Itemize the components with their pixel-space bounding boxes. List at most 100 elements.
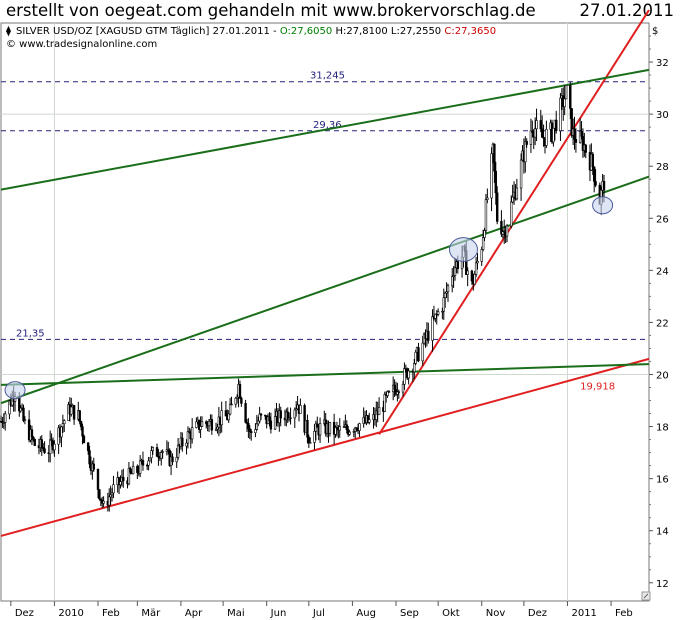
candle-body	[307, 436, 311, 444]
y-tick-label: 26	[656, 214, 669, 225]
candle-body	[122, 477, 125, 482]
candle-body	[279, 410, 282, 419]
candle-body	[175, 457, 178, 463]
x-tick-label: Jul	[312, 608, 325, 619]
candle-body	[559, 97, 562, 132]
candle-body	[268, 416, 271, 422]
x-tick-label: Apr	[185, 608, 203, 619]
candle-body	[160, 452, 163, 459]
resize-grip-icon[interactable]	[641, 591, 651, 601]
candle-body	[257, 420, 260, 425]
candle-body	[313, 430, 316, 443]
y-tick-label: 20	[656, 370, 669, 381]
candle-body	[131, 465, 135, 475]
y-tick-label: 16	[656, 475, 669, 486]
candle-body	[445, 291, 448, 294]
candle-body	[386, 391, 389, 396]
x-tick-label: Dez	[15, 608, 34, 619]
candle-body	[500, 221, 503, 235]
candle-body	[427, 330, 430, 341]
channel-trendline	[0, 68, 650, 191]
candle-body	[529, 130, 533, 145]
candle-body	[92, 463, 95, 470]
candle-body	[306, 420, 309, 438]
candle-body	[328, 421, 332, 434]
candle-body	[228, 403, 232, 415]
y-tick-label: 18	[656, 423, 669, 434]
candle-body	[138, 460, 142, 474]
candle-body	[102, 500, 105, 504]
plot-frame	[0, 22, 650, 602]
candle-body	[564, 84, 568, 100]
candle-body	[79, 421, 83, 428]
y-tick-label: 22	[656, 318, 669, 329]
candle-body	[254, 429, 257, 434]
candle-body	[594, 181, 597, 186]
candle-body	[129, 468, 132, 473]
candle-body	[483, 230, 486, 238]
candle-body	[535, 120, 538, 130]
candle-body	[581, 136, 585, 151]
circle-markers	[4, 196, 614, 400]
price-candles	[0, 81, 606, 512]
candle-body	[493, 143, 496, 172]
candle-body	[375, 410, 378, 420]
candle-body	[50, 439, 53, 442]
candle-body	[60, 426, 63, 438]
candle-body	[396, 391, 399, 395]
candle-body	[88, 450, 91, 465]
open-value: O:27,6050	[280, 26, 332, 37]
x-tick-label: Dez	[528, 608, 547, 619]
candle-body	[150, 450, 153, 459]
candle-body	[414, 351, 417, 364]
candle-body	[234, 397, 237, 405]
x-tick-label: Aug	[356, 608, 376, 619]
candle-body	[238, 384, 242, 399]
candle-body	[235, 396, 239, 399]
candle-body	[108, 496, 111, 506]
high-value: H:27,8100	[335, 26, 387, 37]
candle-body	[244, 403, 247, 423]
level-label: 31,245	[310, 71, 345, 82]
candle-body	[110, 492, 114, 496]
candle-body	[117, 477, 121, 486]
candle-body	[525, 141, 528, 145]
candle-body	[574, 139, 578, 143]
candle-body	[186, 431, 190, 444]
channel-trendline	[0, 363, 650, 386]
candle-body	[345, 424, 348, 430]
y-tick-label: 14	[656, 527, 669, 538]
candle-body	[195, 421, 198, 428]
candle-body	[41, 447, 45, 450]
candle-body	[23, 419, 27, 421]
candle-body	[316, 423, 319, 428]
y-tick-label: 12	[656, 579, 669, 590]
level-label: 29,36	[313, 120, 342, 131]
candle-body	[358, 423, 361, 431]
candle-body	[86, 442, 90, 451]
y-tick-label: 24	[656, 266, 669, 277]
candle-body	[486, 197, 489, 200]
candle-body	[446, 285, 450, 293]
candle-body	[250, 431, 253, 434]
candle-body	[70, 406, 73, 415]
candle-body	[33, 439, 36, 446]
candle-body	[452, 275, 455, 277]
candle-body	[289, 417, 292, 419]
candle-body	[245, 421, 249, 424]
candle-body	[248, 428, 251, 432]
candle-body	[318, 423, 322, 436]
candle-body	[82, 435, 86, 444]
candle-body	[355, 427, 358, 431]
level-label: 21,35	[16, 328, 45, 339]
candle-body	[98, 489, 101, 500]
candle-body	[539, 120, 542, 130]
x-tick-label: Mai	[227, 608, 245, 619]
candle-body	[441, 310, 444, 313]
candle-body	[494, 170, 497, 194]
y-tick-label: 32	[656, 58, 669, 69]
candle-body	[573, 128, 576, 140]
candle-body	[470, 270, 474, 282]
candle-body	[397, 391, 400, 393]
